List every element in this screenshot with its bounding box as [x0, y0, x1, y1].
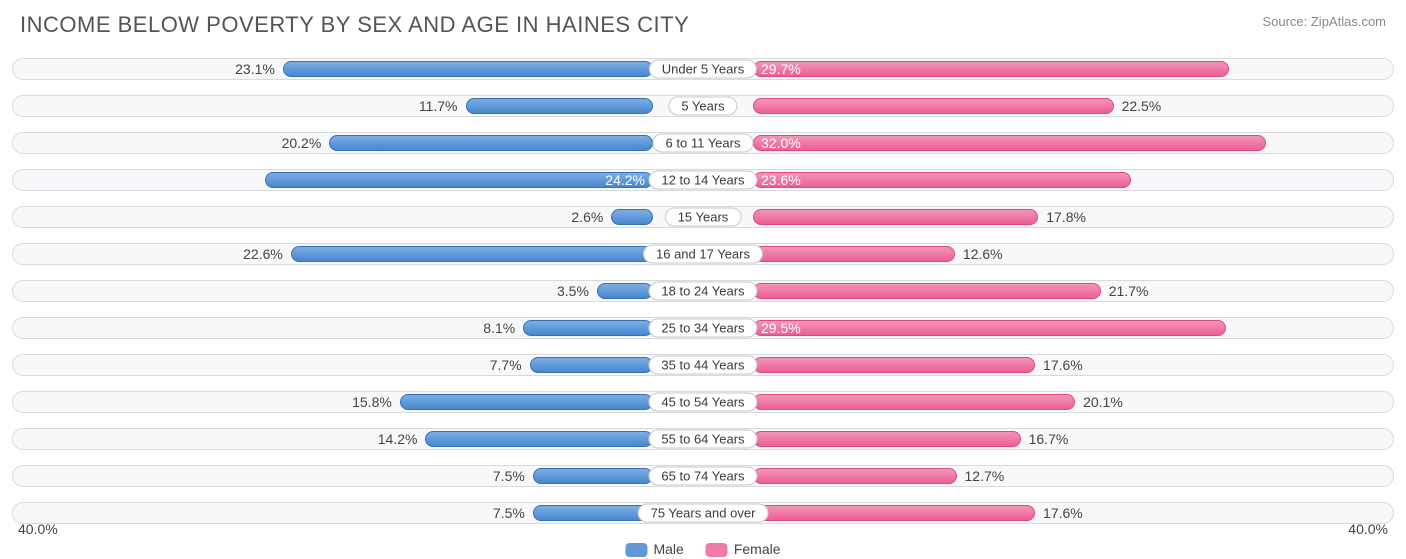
diverging-bar-chart: 23.1% 29.7%Under 5 Years 11.7% 22.5% 5 Years… — [12, 52, 1394, 519]
female-bar — [753, 98, 1114, 114]
female-value: 29.7% — [761, 61, 801, 77]
female-value: 16.7% — [1029, 431, 1069, 447]
female-bar — [753, 394, 1075, 410]
female-bar — [753, 505, 1035, 521]
male-value: 7.5% — [493, 468, 525, 484]
chart-row: 14.2% 16.7% 55 to 64 Years — [12, 422, 1394, 456]
category-label: 5 Years — [668, 97, 737, 116]
male-value: 20.2% — [282, 135, 322, 151]
female-value: 23.6% — [761, 172, 801, 188]
female-bar — [753, 357, 1035, 373]
female-bar — [753, 61, 1229, 77]
female-value: 17.6% — [1043, 357, 1083, 373]
axis-max-right: 40.0% — [1348, 521, 1388, 537]
chart-row: 7.5% 12.7% 65 to 74 Years — [12, 459, 1394, 493]
chart-row: 7.7% 17.6% 35 to 44 Years — [12, 348, 1394, 382]
male-bar — [533, 505, 653, 521]
female-value: 17.6% — [1043, 505, 1083, 521]
male-bar — [291, 246, 653, 262]
female-value: 29.5% — [761, 320, 801, 336]
axis-max-left: 40.0% — [18, 521, 58, 537]
chart-row: 24.2% 23.6%12 to 14 Years — [12, 163, 1394, 197]
male-bar — [597, 283, 653, 299]
male-value: 7.7% — [490, 357, 522, 373]
source-attribution: Source: ZipAtlas.com — [1262, 14, 1386, 29]
male-bar — [283, 61, 653, 77]
male-bar — [329, 135, 653, 151]
female-bar — [753, 468, 957, 484]
category-label: 12 to 14 Years — [648, 171, 757, 190]
female-bar — [753, 283, 1101, 299]
female-swatch — [706, 543, 728, 557]
category-label: 65 to 74 Years — [648, 467, 757, 486]
chart-row: 7.5% 17.6% 75 Years and over — [12, 496, 1394, 530]
chart-row: 2.6% 17.8% 15 Years — [12, 200, 1394, 234]
male-value: 14.2% — [378, 431, 418, 447]
legend-female: Female — [706, 541, 781, 557]
chart-row: 20.2% 32.0% 6 to 11 Years — [12, 126, 1394, 160]
female-bar — [753, 320, 1226, 336]
male-bar — [611, 209, 653, 225]
male-value: 3.5% — [557, 283, 589, 299]
male-value: 7.5% — [493, 505, 525, 521]
legend: Male Female — [625, 541, 780, 557]
category-label: 75 Years and over — [638, 504, 769, 523]
male-bar — [265, 172, 653, 188]
female-value: 22.5% — [1122, 98, 1162, 114]
male-value: 22.6% — [243, 246, 283, 262]
male-bar — [530, 357, 653, 373]
male-swatch — [625, 543, 647, 557]
male-bar — [523, 320, 653, 336]
chart-row: 22.6% 12.6% 16 and 17 Years — [12, 237, 1394, 271]
category-label: 35 to 44 Years — [648, 356, 757, 375]
female-value: 12.6% — [963, 246, 1003, 262]
male-value: 2.6% — [571, 209, 603, 225]
category-label: 18 to 24 Years — [648, 282, 757, 301]
male-value: 23.1% — [235, 61, 275, 77]
female-value: 17.8% — [1046, 209, 1086, 225]
male-value: 8.1% — [483, 320, 515, 336]
chart-row: 15.8% 20.1% 45 to 54 Years — [12, 385, 1394, 419]
female-value: 20.1% — [1083, 394, 1123, 410]
female-bar — [753, 431, 1021, 447]
chart-title: INCOME BELOW POVERTY BY SEX AND AGE IN H… — [0, 0, 1406, 38]
male-value: 11.7% — [419, 98, 458, 114]
female-bar — [753, 135, 1266, 151]
legend-female-label: Female — [734, 541, 781, 557]
category-label: 16 and 17 Years — [643, 245, 763, 264]
category-label: 6 to 11 Years — [653, 134, 754, 153]
category-label: 15 Years — [665, 208, 742, 227]
male-value: 24.2% — [605, 172, 645, 188]
male-bar — [400, 394, 653, 410]
legend-male-label: Male — [653, 541, 683, 557]
male-bar — [425, 431, 653, 447]
female-bar — [753, 209, 1038, 225]
category-label: 25 to 34 Years — [648, 319, 757, 338]
female-value: 32.0% — [761, 135, 801, 151]
category-label: 55 to 64 Years — [648, 430, 757, 449]
chart-row: 11.7% 22.5% 5 Years — [12, 89, 1394, 123]
female-value: 12.7% — [965, 468, 1005, 484]
chart-row: 8.1% 29.5%25 to 34 Years — [12, 311, 1394, 345]
male-bar — [466, 98, 653, 114]
male-value: 15.8% — [352, 394, 392, 410]
female-bar — [753, 246, 955, 262]
chart-row: 3.5% 21.7% 18 to 24 Years — [12, 274, 1394, 308]
female-bar — [753, 172, 1131, 188]
legend-male: Male — [625, 541, 683, 557]
male-bar — [533, 468, 653, 484]
category-label: Under 5 Years — [649, 60, 757, 79]
female-value: 21.7% — [1109, 283, 1149, 299]
chart-row: 23.1% 29.7%Under 5 Years — [12, 52, 1394, 86]
category-label: 45 to 54 Years — [648, 393, 757, 412]
